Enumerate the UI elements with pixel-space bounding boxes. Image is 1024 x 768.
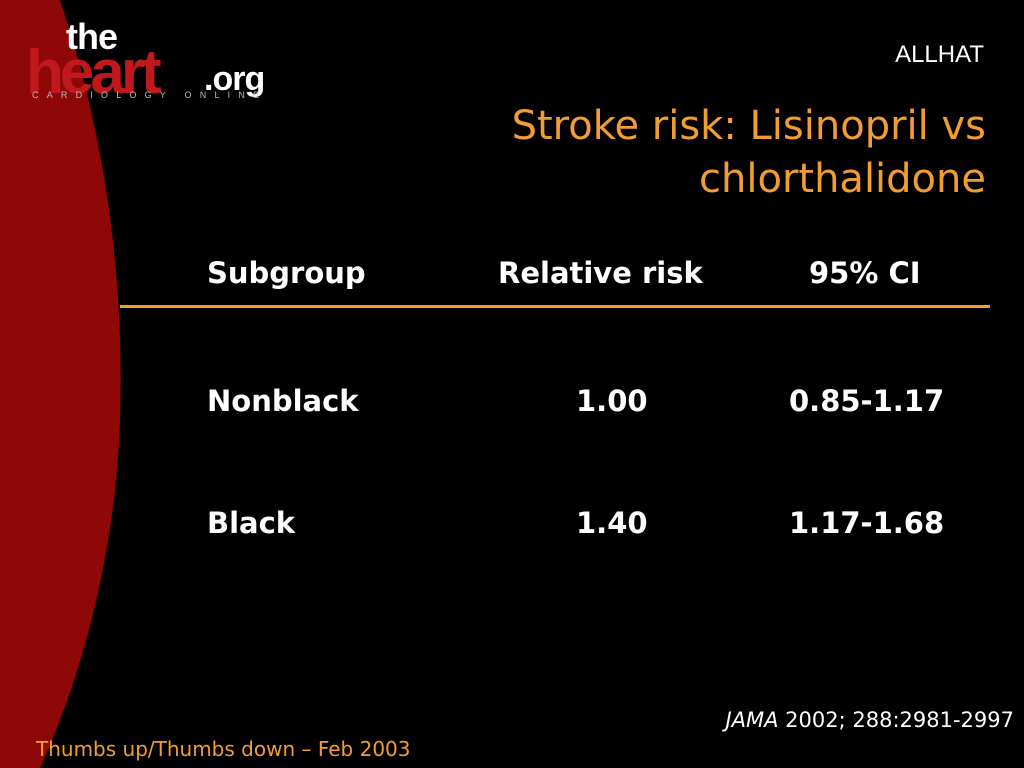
citation: JAMA 2002; 288:2981-2997 — [725, 708, 1014, 732]
theheart-logo: the heart .org CARDIOLOGY ONLINE — [26, 16, 276, 107]
row-nonblack-ci: 0.85-1.17 — [789, 384, 945, 418]
slide-title-line-1: Stroke risk: Lisinopril vs — [511, 103, 986, 149]
header-ci: 95% CI — [809, 256, 921, 290]
row-nonblack-subgroup: Nonblack — [207, 384, 359, 418]
logo-heart-text: heart — [26, 38, 162, 107]
citation-journal: JAMA — [725, 708, 779, 732]
slide-title-line-2: chlorthalidone — [699, 156, 986, 202]
logo-org-text: .org — [204, 60, 265, 98]
row-black-ci: 1.17-1.68 — [789, 506, 945, 540]
header-subgroup: Subgroup — [207, 256, 366, 290]
header-relative-risk: Relative risk — [498, 256, 703, 290]
logo-the-text: the — [66, 16, 118, 57]
logo-tagline: CARDIOLOGY ONLINE — [32, 90, 268, 100]
header-divider — [120, 305, 990, 308]
row-black-subgroup: Black — [207, 506, 296, 540]
citation-details: 2002; 288:2981-2997 — [778, 708, 1014, 732]
slide-title: Stroke risk: Lisinopril vs chlorthalidon… — [346, 100, 986, 206]
decorative-red-arc — [0, 0, 121, 768]
row-nonblack-rr: 1.00 — [576, 384, 648, 418]
row-black-rr: 1.40 — [576, 506, 648, 540]
study-name: ALLHAT — [895, 41, 984, 68]
footer-text: Thumbs up/Thumbs down – Feb 2003 — [36, 737, 411, 761]
